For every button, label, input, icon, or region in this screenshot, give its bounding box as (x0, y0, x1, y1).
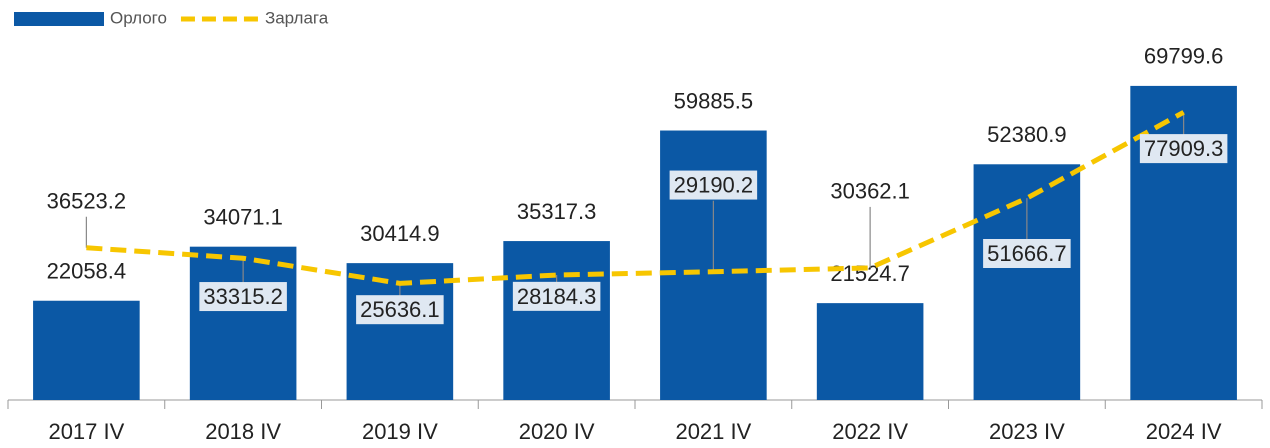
bar-value-label: 69799.6 (1144, 44, 1224, 69)
bar-value-label: 52380.9 (987, 122, 1067, 147)
line-value-label: 77909.3 (1144, 136, 1224, 161)
x-tick-label: 2020 IV (519, 419, 595, 444)
line-value-group: 29190.2 (669, 170, 758, 200)
line-label-box (512, 281, 601, 311)
line-label-box (1139, 134, 1228, 164)
line-value-label: 28184.3 (517, 284, 597, 309)
line-value-label: 30362.1 (830, 179, 910, 204)
bar (816, 303, 924, 400)
line-value-group: 28184.3 (512, 281, 601, 311)
legend-label: Зарлага (265, 8, 329, 27)
line-value-group: 51666.7 (983, 238, 1071, 268)
bar-value-label: 34071.1 (203, 204, 283, 229)
line-value-label: 25636.1 (360, 297, 440, 322)
line-value-group: 30362.1 (830, 179, 910, 204)
line-value-label: 51666.7 (987, 241, 1067, 266)
bar-value-label: 22058.4 (47, 259, 127, 284)
line-value-group: 36523.2 (47, 189, 127, 214)
line-value-label: 33315.2 (203, 284, 283, 309)
line-label-box (669, 170, 758, 200)
line-label-box (983, 238, 1071, 268)
bar (503, 241, 610, 400)
x-tick-label: 2018 IV (205, 419, 281, 444)
line-value-label: 29190.2 (674, 173, 754, 198)
bar-value-label: 35317.3 (517, 199, 597, 224)
legend-label: Орлого (110, 8, 167, 27)
line-label-box (356, 295, 444, 325)
legend-swatch (14, 12, 104, 26)
line-label-box (199, 282, 287, 312)
x-tick-label: 2017 IV (48, 419, 124, 444)
x-tick-label: 2023 IV (989, 419, 1065, 444)
line-value-group: 77909.3 (1139, 134, 1228, 164)
bar-value-label: 59885.5 (674, 88, 754, 113)
x-tick-label: 2019 IV (362, 419, 438, 444)
line-value-group: 33315.2 (199, 282, 287, 312)
x-tick-label: 2024 IV (1146, 419, 1222, 444)
bar-value-label: 30414.9 (360, 221, 440, 246)
line-value-group: 25636.1 (356, 295, 444, 325)
line-value-label: 36523.2 (47, 189, 127, 214)
line (86, 110, 1185, 286)
x-tick-label: 2022 IV (832, 419, 908, 444)
bar (33, 300, 140, 400)
x-tick-label: 2021 IV (675, 419, 751, 444)
